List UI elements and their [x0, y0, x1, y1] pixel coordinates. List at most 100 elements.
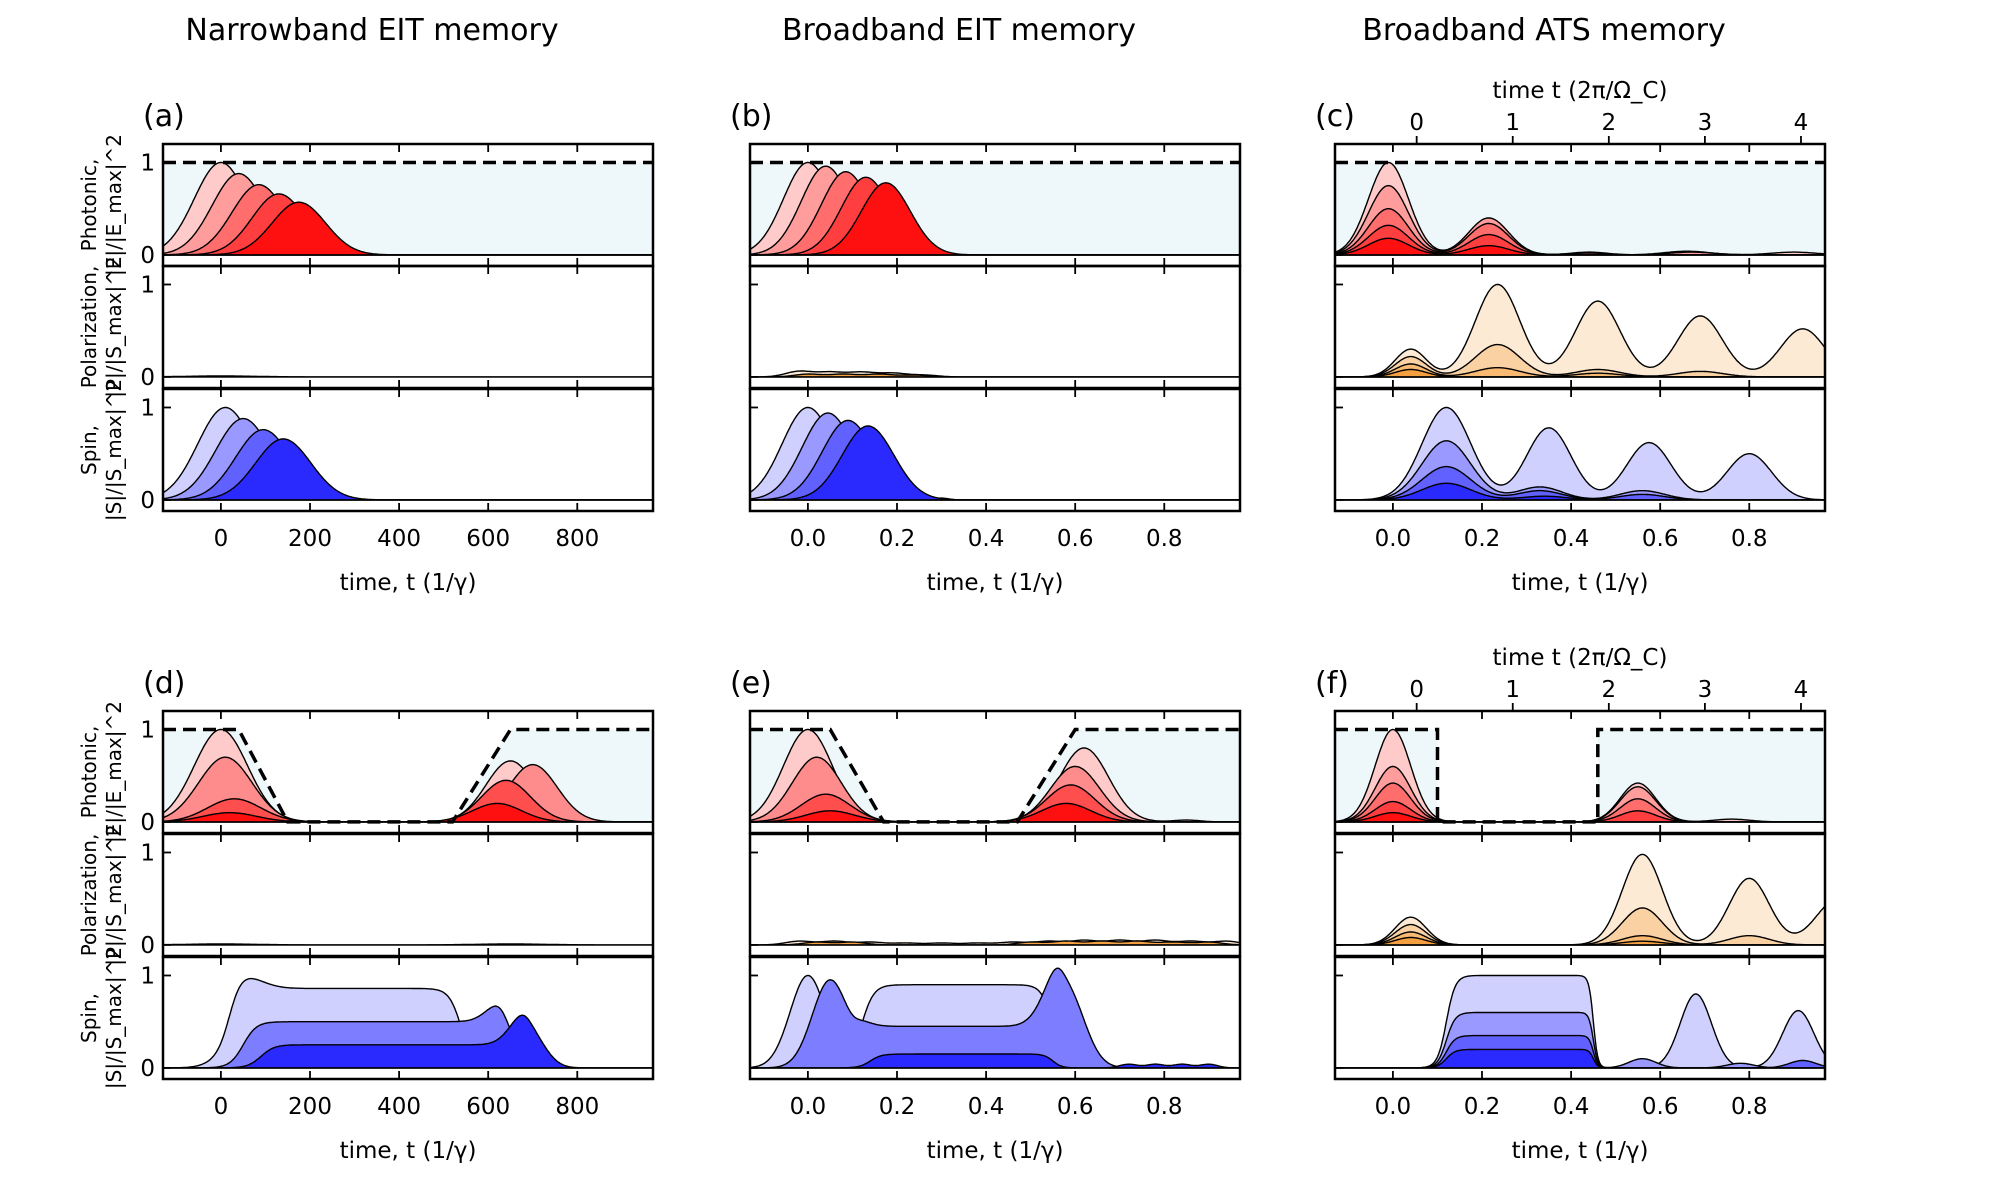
- x-axis-label: time, t (1/γ): [1512, 1138, 1649, 1164]
- row-label-name: Polarization,: [77, 834, 101, 957]
- x-tick-label: 0.0: [1375, 1094, 1412, 1120]
- panel-e: (e) 0.0 0.2 0.4 0.6 0.8 time, t (1/γ): [730, 666, 1242, 1164]
- row-label-quantity: |S|/|S_max|^2: [102, 947, 126, 1089]
- y-tick-label: 0: [140, 365, 155, 391]
- x-tick-label: 0.0: [790, 526, 827, 552]
- control-field-line: [163, 727, 653, 824]
- x-tick-label: 0.6: [1642, 1094, 1679, 1120]
- subplot-e-spin: [748, 955, 1242, 1081]
- subplot-e-photonic: [748, 709, 1242, 835]
- x-tick-label: 0.4: [968, 1094, 1005, 1120]
- x-tick-label: 0.4: [1553, 526, 1590, 552]
- x-tick-label: 0: [214, 526, 229, 552]
- top-x-tick-label: 0: [1409, 677, 1424, 703]
- y-tick-label: 0: [140, 243, 155, 269]
- x-tick-label: 0: [214, 1094, 229, 1120]
- top-x-tick-label: 1: [1505, 677, 1520, 703]
- top-x-tick-label: 2: [1602, 677, 1617, 703]
- x-tick-label: 0.2: [879, 1094, 916, 1120]
- top-x-tick-label: 4: [1794, 677, 1809, 703]
- subplot-a-spin: 0 1 Spin, |S|/|S_max|^2: [77, 379, 655, 521]
- control-region: [1335, 729, 1825, 822]
- x-tick-label: 400: [377, 526, 421, 552]
- top-x-axis-label: time t (2π/Ω_C): [1493, 78, 1668, 104]
- subplot-b-photonic: [748, 142, 1242, 268]
- panel-label-c: (c): [1315, 99, 1355, 134]
- panel-f: (f) 0.0 0.2 0.4 0.6 0.8 time, t (1/γ) 0 1 2 3 4 time…: [1315, 645, 1827, 1164]
- row-label-name: Photonic,: [77, 159, 101, 252]
- x-tick-label: 0.2: [1464, 526, 1501, 552]
- x-tick-label: 0.8: [1146, 526, 1183, 552]
- subplot-d-photonic: 0 1 Photonic, |E|/|E_max|^2: [77, 701, 655, 843]
- subplot-frame: [748, 387, 1242, 513]
- x-tick-label: 0.2: [1464, 1094, 1501, 1120]
- column-title-1: Narrowband EIT memory: [185, 13, 558, 48]
- subplot-b-spin: [748, 387, 1242, 513]
- spin-trace: [163, 1014, 653, 1069]
- x-tick-label: 0.8: [1731, 1094, 1768, 1120]
- panel-label-f: (f): [1315, 666, 1349, 701]
- subplot-frame: [161, 832, 655, 958]
- top-x-tick-label: 0: [1409, 110, 1424, 136]
- x-tick-label: 0.6: [1057, 526, 1094, 552]
- x-tick-label: 800: [555, 526, 599, 552]
- x-tick-label: 0.8: [1731, 526, 1768, 552]
- control-field-line: [1335, 727, 1825, 824]
- polarization-trace: [1335, 283, 1825, 378]
- row-label-name: Photonic,: [77, 726, 101, 819]
- panel-d: (d) 0 1 Photonic, |E|/|E_max|^2 0 1 Polarizatio…: [77, 666, 655, 1164]
- column-title-2: Broadband EIT memory: [782, 13, 1136, 48]
- panel-c: (c) 0.0 0.2 0.4 0.6 0.8 time, t (1/γ) 0 1 2 3 4 time…: [1315, 78, 1827, 596]
- subplot-c-photonic: [1333, 142, 1827, 268]
- panel-label-a: (a): [143, 99, 185, 134]
- control-field-line: [750, 727, 1240, 824]
- subplot-frame: [161, 387, 655, 513]
- subplot-frame: [1333, 955, 1827, 1081]
- x-tick-label: 800: [555, 1094, 599, 1120]
- row-label-name: Spin,: [77, 993, 101, 1043]
- subplot-d-spin: 0 1 Spin, |S|/|S_max|^2: [77, 947, 655, 1089]
- y-tick-label: 1: [140, 395, 155, 421]
- x-tick-label: 600: [466, 1094, 510, 1120]
- top-x-tick-label: 3: [1698, 110, 1713, 136]
- subplot-c-polarization: [1333, 264, 1827, 390]
- x-tick-label: 200: [288, 526, 332, 552]
- x-tick-label: 0.4: [968, 526, 1005, 552]
- x-axis-label: time, t (1/γ): [340, 570, 477, 596]
- y-tick-label: 0: [140, 933, 155, 959]
- panel-label-b: (b): [730, 99, 772, 134]
- panel-a: (a) 0 1 Photonic, |E|/|E_max|^2 0 1 Polarizatio…: [77, 99, 655, 596]
- subplot-frame: [748, 264, 1242, 390]
- subplot-frame: [1333, 387, 1827, 513]
- subplot-f-polarization: [1333, 832, 1827, 958]
- x-tick-label: 0.2: [879, 526, 916, 552]
- x-tick-label: 400: [377, 1094, 421, 1120]
- subplot-frame: [748, 832, 1242, 958]
- top-x-tick-label: 3: [1698, 677, 1713, 703]
- y-tick-label: 1: [140, 717, 155, 743]
- top-x-tick-label: 4: [1794, 110, 1809, 136]
- control-region: [1335, 162, 1825, 255]
- x-tick-label: 0.8: [1146, 1094, 1183, 1120]
- x-tick-label: 600: [466, 526, 510, 552]
- row-label-quantity: |P|/|S_max|^2: [102, 824, 126, 966]
- y-tick-label: 1: [140, 840, 155, 866]
- top-x-axis-label: time t (2π/Ω_C): [1493, 645, 1668, 671]
- row-label-name: Polarization,: [77, 266, 101, 389]
- x-axis-label: time, t (1/γ): [1512, 570, 1649, 596]
- row-label-quantity: |E|/|E_max|^2: [102, 701, 126, 843]
- top-x-tick-label: 2: [1602, 110, 1617, 136]
- y-tick-label: 0: [140, 1056, 155, 1082]
- row-label-quantity: |E|/|E_max|^2: [102, 134, 126, 276]
- subplot-f-spin: [1333, 955, 1827, 1081]
- row-label-name: Spin,: [77, 425, 101, 475]
- y-tick-label: 1: [140, 272, 155, 298]
- subplot-c-spin: [1333, 387, 1827, 513]
- x-axis-label: time, t (1/γ): [927, 570, 1064, 596]
- subplot-a-polarization: 0 1 Polarization, |P|/|S_max|^2: [77, 256, 655, 398]
- subplot-d-polarization: 0 1 Polarization, |P|/|S_max|^2: [77, 824, 655, 966]
- top-x-tick-label: 1: [1505, 110, 1520, 136]
- subplot-e-polarization: [748, 832, 1242, 958]
